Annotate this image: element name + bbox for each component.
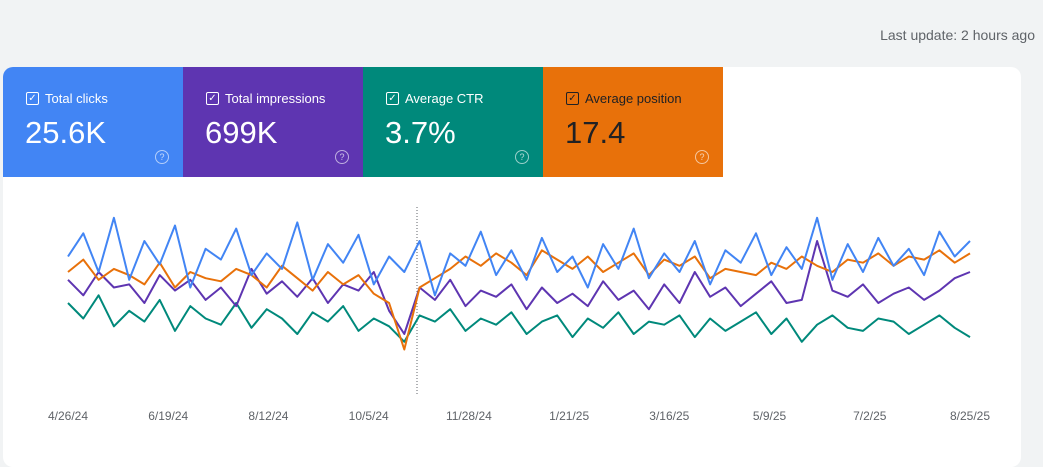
- x-tick-label: 8/25/25: [950, 409, 990, 423]
- x-tick-label: 11/28/24: [446, 409, 492, 423]
- metric-label: Total clicks: [45, 91, 108, 106]
- help-icon[interactable]: ?: [155, 150, 169, 164]
- x-tick-label: 1/21/25: [549, 409, 589, 423]
- checkbox-checked-icon[interactable]: ✓: [386, 92, 399, 105]
- metric-tile-total-impressions[interactable]: ✓ Total impressions 699K ?: [183, 67, 363, 177]
- last-update-text: Last update: 2 hours ago: [880, 27, 1035, 43]
- metric-value: 3.7%: [385, 115, 456, 150]
- x-tick-label: 5/9/25: [753, 409, 787, 423]
- x-tick-label: 8/12/24: [248, 409, 288, 423]
- metric-value: 17.4: [565, 115, 626, 150]
- x-tick-label: 7/2/25: [853, 409, 887, 423]
- checkbox-checked-icon[interactable]: ✓: [26, 92, 39, 105]
- checkbox-checked-icon[interactable]: ✓: [206, 92, 219, 105]
- series-line-total-clicks: [67, 216, 971, 297]
- metric-label: Average position: [585, 91, 682, 106]
- metric-label: Total impressions: [225, 91, 326, 106]
- x-tick-label: 4/26/24: [48, 409, 88, 423]
- help-icon[interactable]: ?: [515, 150, 529, 164]
- performance-line-chart[interactable]: 4/26/24 6/19/24 8/12/24 10/5/24 11/28/24 1/21…: [3, 67, 1021, 467]
- series-line-average-position: [67, 249, 971, 351]
- checkbox-checked-icon[interactable]: ✓: [566, 92, 579, 105]
- metric-tile-average-ctr[interactable]: ✓ Average CTR 3.7% ?: [363, 67, 543, 177]
- x-tick-label: 10/5/24: [349, 409, 389, 423]
- x-tick-label: 3/16/25: [649, 409, 689, 423]
- metric-tile-average-position[interactable]: ✓ Average position 17.4 ?: [543, 67, 723, 177]
- help-icon[interactable]: ?: [335, 150, 349, 164]
- x-tick-label: 6/19/24: [148, 409, 188, 423]
- help-icon[interactable]: ?: [695, 150, 709, 164]
- metric-value: 699K: [205, 115, 278, 150]
- metric-tiles: ✓ Total clicks 25.6K ? ✓ Total impressions…: [3, 67, 1021, 177]
- metric-label: Average CTR: [405, 91, 484, 106]
- series-line-average-ctr: [67, 294, 971, 343]
- series-line-total-impressions: [67, 240, 971, 335]
- metric-tile-total-clicks[interactable]: ✓ Total clicks 25.6K ?: [3, 67, 183, 177]
- performance-card: ✓ Total clicks 25.6K ? ✓ Total impressions…: [3, 67, 1021, 467]
- metric-value: 25.6K: [25, 115, 107, 150]
